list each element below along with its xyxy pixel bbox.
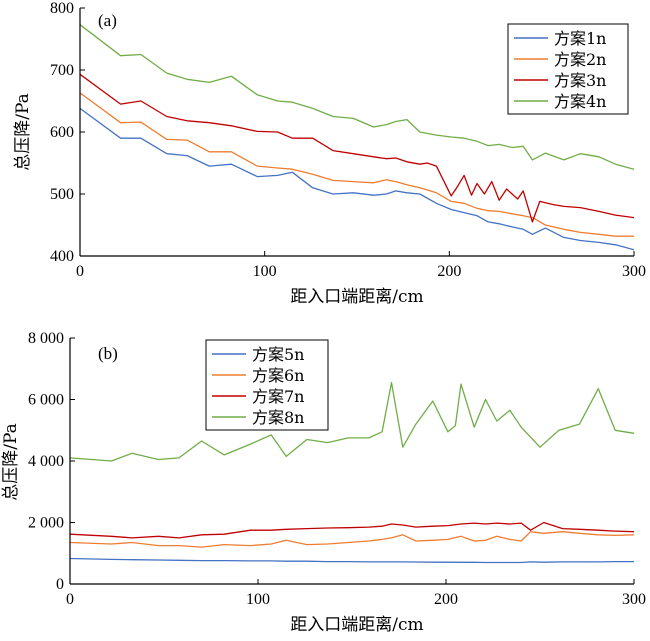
legend-label: 方案1n xyxy=(554,29,607,48)
legend-item: 方案7n xyxy=(212,387,305,406)
y-tick: 4 000 xyxy=(28,453,75,470)
x-tick: 200 xyxy=(437,251,461,280)
x-tick: 300 xyxy=(622,251,646,280)
x-axis-title: 距入口端距离/cm xyxy=(290,615,423,635)
chart-panel-a: 0 100 200 300 400 500 600 700 800 距入口端距离/cm 总压降/Pa… xyxy=(13,0,646,307)
y-tick-label: 700 xyxy=(50,62,74,79)
y-tick-label: 8 000 xyxy=(28,330,64,347)
panel-label: (b) xyxy=(98,344,118,363)
y-axis-title: 总压降/Pa xyxy=(13,93,33,171)
legend: 方案5n 方案6n 方案7n 方案8n xyxy=(205,339,329,431)
y-tick-label: 800 xyxy=(50,0,74,17)
x-tick: 100 xyxy=(246,579,270,608)
series-line-1 xyxy=(69,557,634,564)
x-tick-label: 100 xyxy=(253,263,277,280)
panel-label: (a) xyxy=(98,11,117,30)
legend-item: 方案2n xyxy=(514,50,607,69)
legend: 方案1n 方案2n 方案3n 方案4n xyxy=(507,23,629,115)
x-tick: 200 xyxy=(434,579,458,608)
y-tick-label: 500 xyxy=(50,186,74,203)
series-line-3 xyxy=(79,73,635,223)
y-tick: 800 xyxy=(50,0,85,17)
y-axis-title: 总压降/Pa xyxy=(1,423,21,501)
series-line-4 xyxy=(69,381,635,462)
series-line-2 xyxy=(69,531,635,548)
legend-label: 方案7n xyxy=(252,387,305,406)
legend-item: 方案6n xyxy=(212,366,305,385)
y-tick-label: 6 000 xyxy=(28,392,64,409)
x-tick: 0 xyxy=(76,251,84,280)
legend-label: 方案8n xyxy=(252,408,305,427)
series-line-4 xyxy=(79,24,635,170)
y-tick: 600 xyxy=(50,124,85,141)
y-tick: 8 000 xyxy=(28,330,75,347)
legend-label: 方案4n xyxy=(554,92,607,111)
legend-item: 方案4n xyxy=(514,92,607,111)
y-tick: 2 000 xyxy=(28,515,75,532)
x-tick-label: 300 xyxy=(622,263,646,280)
x-tick-label: 300 xyxy=(622,591,646,608)
chart-panel-b: 0 100 200 300 0 2 000 4 000 6 000 8 000 距入口端距离/cm… xyxy=(1,330,646,635)
series-line-1 xyxy=(79,107,635,251)
series-line-3 xyxy=(69,521,635,539)
y-tick: 400 xyxy=(50,248,85,265)
legend-item: 方案3n xyxy=(514,71,607,90)
x-tick: 0 xyxy=(66,579,74,608)
x-tick-label: 200 xyxy=(437,263,461,280)
legend-item: 方案5n xyxy=(212,345,305,364)
x-tick-label: 100 xyxy=(246,591,270,608)
legend-label: 方案5n xyxy=(252,345,305,364)
x-tick: 100 xyxy=(253,251,277,280)
y-tick: 6 000 xyxy=(28,392,75,409)
y-tick: 0 xyxy=(56,576,75,593)
legend-item: 方案1n xyxy=(514,29,607,48)
y-tick: 700 xyxy=(50,62,85,79)
legend-label: 方案3n xyxy=(554,71,607,90)
series-line-2 xyxy=(79,92,634,237)
y-tick-label: 0 xyxy=(56,576,64,593)
y-tick-label: 4 000 xyxy=(28,453,64,470)
x-axis-title: 距入口端距离/cm xyxy=(290,287,423,307)
legend-item: 方案8n xyxy=(212,408,305,427)
legend-label: 方案6n xyxy=(252,366,305,385)
legend-box xyxy=(507,23,629,115)
legend-box xyxy=(205,339,329,431)
x-tick: 300 xyxy=(622,579,646,608)
y-tick: 500 xyxy=(50,186,85,203)
legend-label: 方案2n xyxy=(554,50,607,69)
y-tick-label: 2 000 xyxy=(28,515,64,532)
x-tick-label: 0 xyxy=(76,263,84,280)
y-tick-label: 400 xyxy=(50,248,74,265)
x-tick-label: 0 xyxy=(66,591,74,608)
y-tick-label: 600 xyxy=(50,124,74,141)
x-tick-label: 200 xyxy=(434,591,458,608)
